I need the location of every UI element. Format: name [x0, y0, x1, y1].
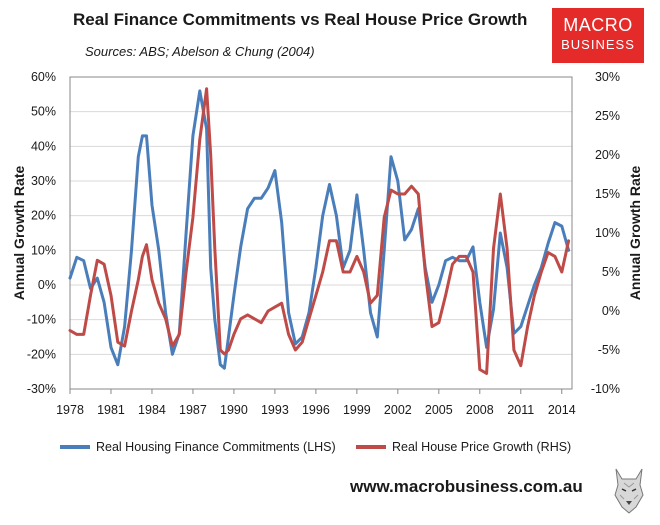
legend-label-finance: Real Housing Finance Commitments (LHS) — [96, 440, 336, 454]
left-axis-tick-label: 10% — [31, 243, 56, 257]
left-axis-title: Annual Growth Rate — [11, 166, 27, 301]
right-axis-tick-label: 25% — [595, 109, 620, 123]
logo-text-business: BUSINESS — [561, 37, 635, 52]
right-axis-tick-label: 15% — [595, 187, 620, 201]
left-axis-tick-label: -30% — [27, 382, 56, 396]
logo-text-macro: MACRO — [563, 15, 633, 35]
series-line-house-price-growth — [68, 87, 571, 375]
left-axis-tick-label: 0% — [38, 278, 56, 292]
plot-area-border — [69, 76, 573, 390]
x-axis-tick-label: 1984 — [138, 403, 166, 417]
x-axis-tick-label: 2008 — [466, 403, 494, 417]
x-axis-tick-label: 1990 — [220, 403, 248, 417]
x-axis-tick-label: 2014 — [548, 403, 576, 417]
legend-item-house-price: Real House Price Growth (RHS) — [356, 440, 571, 454]
wolf-mascot-icon — [614, 468, 644, 514]
right-axis-tick-label: 0% — [602, 304, 620, 318]
right-axis-tick-label: 20% — [595, 148, 620, 162]
right-axis-tick-label: 5% — [602, 265, 620, 279]
chart-legend: Real Housing Finance Commitments (LHS) R… — [0, 440, 660, 460]
chart-title: Real Finance Commitments vs Real House P… — [73, 10, 528, 29]
x-axis-tick-label: 1978 — [56, 403, 84, 417]
left-axis-tick-label: -10% — [27, 313, 56, 327]
macrobusiness-logo: MACRO BUSINESS — [552, 8, 644, 63]
left-axis-tick-label: -20% — [27, 347, 56, 361]
legend-item-finance: Real Housing Finance Commitments (LHS) — [60, 440, 336, 454]
x-axis-tick-label: 1987 — [179, 403, 207, 417]
x-axis-tick-label: 1993 — [261, 403, 289, 417]
left-axis-tick-label: 60% — [31, 70, 56, 84]
legend-swatch-finance — [60, 445, 90, 449]
line-chart: -30% -20% -10% 0% 10% 20% 30% 40% 50% 60% -10% -5% 0… — [11, 70, 643, 417]
x-axis-tick-label: 2005 — [425, 403, 453, 417]
x-axis-tick-label: 1999 — [343, 403, 371, 417]
series-line-finance-commitments — [68, 89, 571, 370]
left-axis-tick-label: 50% — [31, 105, 56, 119]
legend-swatch-house-price — [356, 445, 386, 449]
right-axis-tick-label: 30% — [595, 70, 620, 84]
right-axis-tick-label: -10% — [591, 382, 620, 396]
x-axis-tick-label: 1996 — [302, 403, 330, 417]
left-axis-tick-label: 30% — [31, 174, 56, 188]
right-axis-tick-label: 10% — [595, 226, 620, 240]
right-axis-tick-label: -5% — [598, 343, 620, 357]
footer-url: www.macrobusiness.com.au — [350, 477, 583, 496]
legend-label-house-price: Real House Price Growth (RHS) — [392, 440, 572, 454]
left-axis-tick-label: 20% — [31, 209, 56, 223]
right-axis-title: Annual Growth Rate — [627, 166, 643, 301]
left-axis-tick-label: 40% — [31, 139, 56, 153]
x-axis-tick-label: 1981 — [97, 403, 125, 417]
x-axis-tick-label: 2011 — [507, 403, 534, 417]
x-axis-tick-label: 2002 — [384, 403, 412, 417]
chart-sources: Sources: ABS; Abelson & Chung (2004) — [85, 44, 315, 59]
